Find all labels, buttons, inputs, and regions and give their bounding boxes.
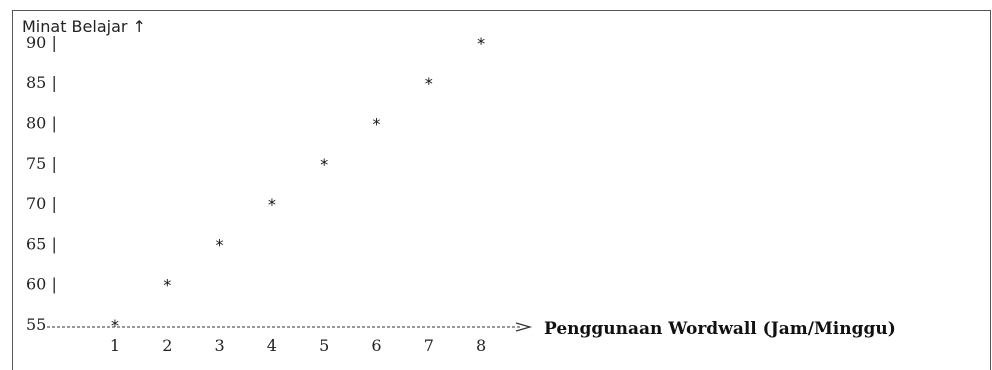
data-point-3: * bbox=[215, 235, 225, 254]
data-point-5: * bbox=[319, 155, 329, 174]
x-tick-label-6: 6 bbox=[371, 336, 381, 354]
x-tick-label-7: 7 bbox=[424, 336, 434, 354]
y-tick-label-60: 60 | bbox=[26, 275, 57, 294]
data-point-1: * bbox=[110, 316, 120, 335]
x-axis-arrowhead bbox=[515, 322, 533, 332]
x-tick-label-8: 8 bbox=[476, 336, 486, 354]
data-point-2: * bbox=[162, 276, 172, 295]
y-tick-label-90: 90 | bbox=[26, 33, 57, 52]
data-point-6: * bbox=[372, 115, 382, 134]
chart-frame bbox=[12, 10, 991, 370]
data-point-4: * bbox=[267, 195, 277, 214]
y-tick-label-65: 65 | bbox=[26, 234, 57, 253]
y-tick-label-75: 75 | bbox=[26, 154, 57, 173]
x-tick-label-4: 4 bbox=[267, 336, 277, 354]
y-tick-label-70: 70 | bbox=[26, 194, 57, 213]
x-axis bbox=[47, 322, 533, 332]
scatter-chart: Minat Belajar ↑ 90 | 85 | 80 | 75 | 70 | 65 |… bbox=[22, 17, 896, 354]
y-axis-ticks: 90 | 85 | 80 | 75 | 70 | 65 | 60 | 55 bbox=[26, 33, 57, 334]
x-tick-label-3: 3 bbox=[215, 336, 225, 354]
x-axis-label: Penggunaan Wordwall (Jam/Minggu) bbox=[544, 319, 896, 339]
x-axis-ticks: 1 2 3 4 5 6 7 8 bbox=[110, 336, 486, 354]
y-tick-label-55: 55 bbox=[26, 315, 46, 334]
x-tick-label-1: 1 bbox=[110, 336, 120, 354]
data-points: * * * * * * * * bbox=[110, 34, 486, 335]
x-tick-label-5: 5 bbox=[319, 336, 329, 354]
data-point-7: * bbox=[424, 74, 434, 93]
y-tick-label-80: 80 | bbox=[26, 114, 57, 133]
data-point-8: * bbox=[476, 34, 486, 53]
y-tick-label-85: 85 | bbox=[26, 73, 57, 92]
x-tick-label-2: 2 bbox=[162, 336, 172, 354]
y-axis-label: Minat Belajar ↑ bbox=[22, 17, 146, 36]
